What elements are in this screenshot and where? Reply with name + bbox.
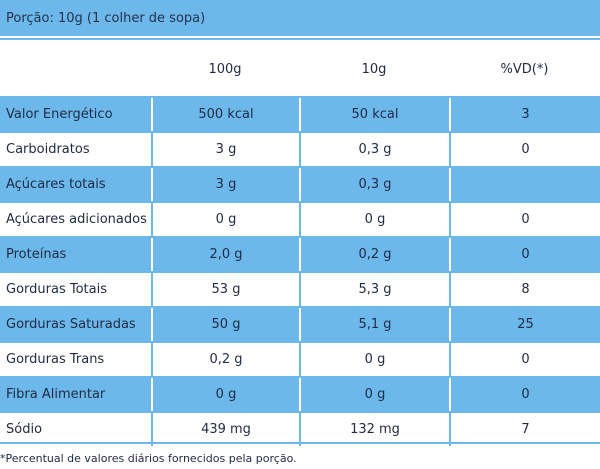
value-10g: 0,3 g: [299, 133, 449, 166]
nutrition-table: Porção: 10g (1 colher de sopa) 100g 10g …: [0, 0, 600, 446]
value-10g: 0 g: [299, 343, 449, 376]
table-row: Proteínas 2,0 g 0,2 g 0: [0, 236, 600, 271]
table-row: Gorduras Trans 0,2 g 0 g 0: [0, 341, 600, 376]
value-100g: 0 g: [151, 203, 299, 236]
nutrient-name: Gorduras Totais: [6, 282, 107, 297]
table-bottom-border: [0, 442, 600, 444]
value-10g: 0,3 g: [299, 168, 449, 201]
value-100g: 439 mg: [151, 413, 299, 446]
value-vd: 0: [449, 133, 600, 166]
nutrient-name: Fibra Alimentar: [0, 378, 151, 411]
footnote: *Percentual de valores diários fornecido…: [0, 452, 297, 465]
value-vd: 0: [449, 378, 600, 411]
column-header-100g: 100g: [208, 61, 242, 77]
value-10g: 0,2 g: [299, 238, 449, 271]
portion-header: Porção: 10g (1 colher de sopa): [0, 0, 600, 36]
nutrient-name: Valor Energético: [0, 98, 151, 131]
nutrient-name: Proteínas: [0, 238, 151, 271]
value-vd: 0: [449, 238, 600, 271]
value-vd: 8: [449, 273, 600, 306]
value-100g: 2,0 g: [151, 238, 299, 271]
table-row: Carboidratos 3 g 0,3 g 0: [0, 131, 600, 166]
nutrient-name: Sódio: [6, 422, 43, 437]
table-row: Fibra Alimentar 0 g 0 g 0: [0, 376, 600, 411]
value-100g: 3 g: [151, 168, 299, 201]
value-100g: 500 kcal: [151, 98, 299, 131]
nutrient-name: Gorduras Trans: [6, 352, 105, 367]
column-header-row: 100g 10g %VD(*): [0, 38, 600, 96]
portion-text: Porção: 10g (1 colher de sopa): [6, 10, 206, 26]
table-row: Gorduras Saturadas 50 g 5,1 g 25: [0, 306, 600, 341]
value-vd: 3: [449, 98, 600, 131]
table-row: Açúcares totais 3 g 0,3 g: [0, 166, 600, 201]
table-row: Valor Energético 500 kcal 50 kcal 3: [0, 96, 600, 131]
value-100g: 50 g: [151, 308, 299, 341]
value-100g: 0,2 g: [151, 343, 299, 376]
table-row: Sódio 439 mg 132 mg 7: [0, 411, 600, 446]
nutrient-name: Gorduras Saturadas: [0, 308, 151, 341]
value-100g: 0 g: [151, 378, 299, 411]
value-vd: 0: [449, 343, 600, 376]
value-10g: 0 g: [299, 378, 449, 411]
value-10g: 0 g: [299, 203, 449, 236]
table-row: Açúcares adicionados 0 g 0 g 0: [0, 201, 600, 236]
value-10g: 5,1 g: [299, 308, 449, 341]
value-10g: 5,3 g: [299, 273, 449, 306]
table-row: Gorduras Totais 53 g 5,3 g 8: [0, 271, 600, 306]
value-100g: 3 g: [151, 133, 299, 166]
column-header-10g: 10g: [361, 61, 387, 77]
value-10g: 132 mg: [299, 413, 449, 446]
value-vd: [449, 168, 600, 201]
column-header-vd: %VD(*): [500, 61, 549, 77]
value-100g: 53 g: [151, 273, 299, 306]
value-10g: 50 kcal: [299, 98, 449, 131]
nutrient-name: Carboidratos: [6, 142, 90, 157]
nutrient-name: Açúcares totais: [0, 168, 151, 201]
value-vd: 0: [449, 203, 600, 236]
nutrient-name: Açúcares adicionados: [6, 212, 147, 227]
value-vd: 7: [449, 413, 600, 446]
value-vd: 25: [449, 308, 600, 341]
